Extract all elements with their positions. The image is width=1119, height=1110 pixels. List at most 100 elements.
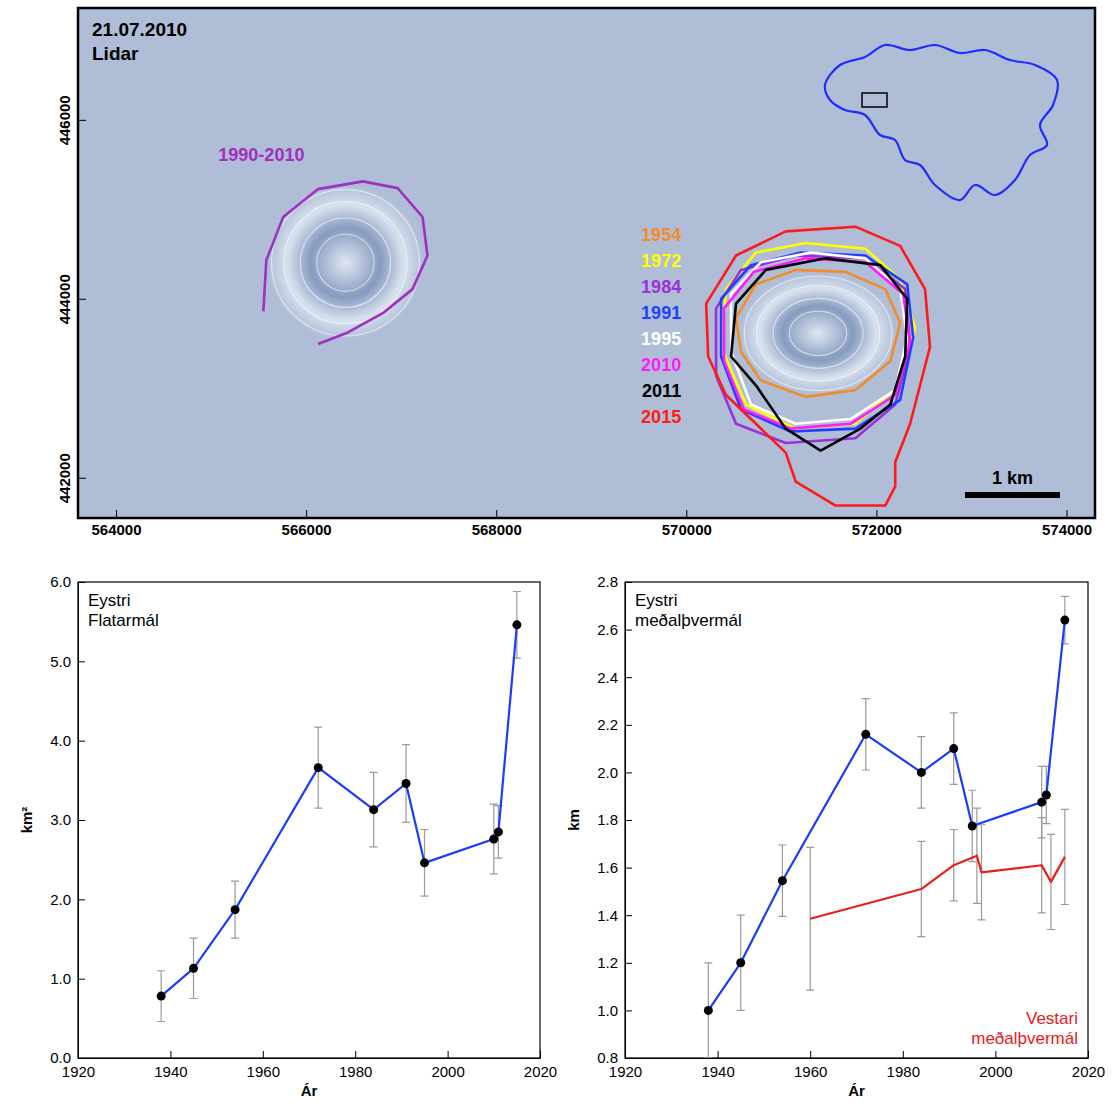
x-axis-title: Ár: [301, 1082, 318, 1099]
x-axis-line: [79, 1058, 541, 1059]
outline: [721, 253, 913, 432]
crevasse-ring: [272, 190, 420, 336]
tick-mark: [718, 1051, 719, 1058]
series-label: Vestarimeðalþvermál: [971, 1009, 1078, 1048]
tick-label: 446000: [56, 95, 73, 145]
marker: [736, 958, 745, 967]
y-axis-line: [78, 9, 79, 519]
map-background: [78, 8, 1095, 518]
tick-label: 1980: [339, 1063, 372, 1080]
tick: 2020: [1072, 1051, 1105, 1080]
tick-mark: [355, 1051, 356, 1058]
plot-frame: [78, 582, 540, 1058]
tick: 446000: [56, 95, 86, 145]
x-axis-title: Ár: [848, 1082, 865, 1099]
legend-entry: 2015: [641, 407, 681, 427]
tick-mark: [625, 963, 632, 964]
tick-mark: [78, 478, 86, 479]
tick-label: 5.0: [50, 653, 71, 670]
legend-entry: 1972: [641, 251, 681, 271]
error-bar: [737, 915, 745, 1010]
y-axis: 0.01.02.03.04.05.06.0: [50, 573, 85, 1066]
tick: 2.0: [50, 891, 85, 908]
tick-mark: [1088, 1051, 1089, 1058]
marker: [968, 821, 977, 830]
error-bar: [950, 713, 958, 784]
legend-entry: 1995: [641, 329, 681, 349]
error-bar: [778, 845, 786, 916]
tick: 444000: [56, 274, 86, 324]
tick: 564000: [91, 510, 141, 538]
series-line: [810, 856, 1065, 919]
crevasse-ring: [773, 298, 863, 368]
tick: 2.4: [597, 669, 632, 686]
tick: 1.8: [597, 811, 632, 828]
tick: 2020: [524, 1051, 557, 1080]
series-line: [708, 620, 1065, 1010]
outline: [263, 181, 427, 344]
tick-mark: [995, 1051, 996, 1058]
outline: [731, 258, 907, 450]
tick-mark: [625, 915, 632, 916]
tick-mark: [625, 868, 632, 869]
figure: 195419721984199119952010201120151990-201…: [0, 0, 1119, 1110]
marker: [949, 744, 958, 753]
map-frame: [78, 8, 1095, 518]
tick-label: 2.4: [597, 669, 618, 686]
tick-mark: [78, 661, 85, 662]
tick: 6.0: [50, 573, 85, 590]
tick-label: 1.0: [50, 970, 71, 987]
tick: 568000: [472, 510, 522, 538]
tick-mark: [78, 1058, 85, 1059]
x-axis: 564000566000568000570000572000574000: [79, 510, 1096, 538]
error-bar: [494, 806, 502, 858]
tick-mark: [625, 725, 632, 726]
tick: 1960: [794, 1051, 827, 1080]
marker: [402, 779, 411, 788]
marker: [1060, 616, 1069, 625]
tick: 4.0: [50, 732, 85, 749]
tick: 0.8: [597, 1049, 632, 1066]
crevasse-ring: [300, 218, 390, 307]
tick-label: 2.6: [597, 621, 618, 638]
tick: 5.0: [50, 653, 85, 670]
tick-label: 2000: [979, 1063, 1012, 1080]
outline-label: 1990-2010: [218, 145, 304, 165]
legend-entry: 1991: [641, 303, 681, 323]
tick-label: 1980: [887, 1063, 920, 1080]
title: 21.07.2010: [92, 19, 187, 40]
x-axis: 192019401960198020002020: [62, 1051, 557, 1080]
crater-shading: [267, 185, 423, 339]
tick: 2.6: [597, 621, 632, 638]
tick-label: 1.4: [597, 907, 618, 924]
tick-label: 1940: [701, 1063, 734, 1080]
crevasse-ring: [789, 311, 846, 355]
tick: 1.2: [597, 954, 632, 971]
text-line: Vestari: [1026, 1009, 1078, 1028]
marker: [494, 827, 503, 836]
tick-mark: [903, 1051, 904, 1058]
outline: [736, 270, 900, 397]
tick: 1.0: [597, 1002, 632, 1019]
x-axis-line: [626, 1058, 1089, 1059]
text-line: meðalþvermál: [635, 611, 742, 630]
tick: 572000: [852, 510, 902, 538]
text-line: Flatarmál: [88, 611, 159, 630]
marker: [420, 858, 429, 867]
error-bar: [917, 737, 925, 808]
tick: 1940: [701, 1051, 734, 1080]
marker: [1042, 791, 1051, 800]
tick: 570000: [662, 510, 712, 538]
tick-label: 2.8: [597, 573, 618, 590]
error-bar: [190, 938, 198, 998]
legend: 19541972198419911995201020112015: [641, 225, 681, 427]
marker: [157, 992, 166, 1001]
tick-mark: [78, 820, 85, 821]
tick-mark: [810, 1051, 811, 1058]
tick-mark: [78, 741, 85, 742]
tick: 2.2: [597, 716, 632, 733]
tick-mark: [116, 510, 117, 518]
tick-label: 1.2: [597, 954, 618, 971]
tick-mark: [625, 772, 632, 773]
tick: 1940: [154, 1051, 187, 1080]
